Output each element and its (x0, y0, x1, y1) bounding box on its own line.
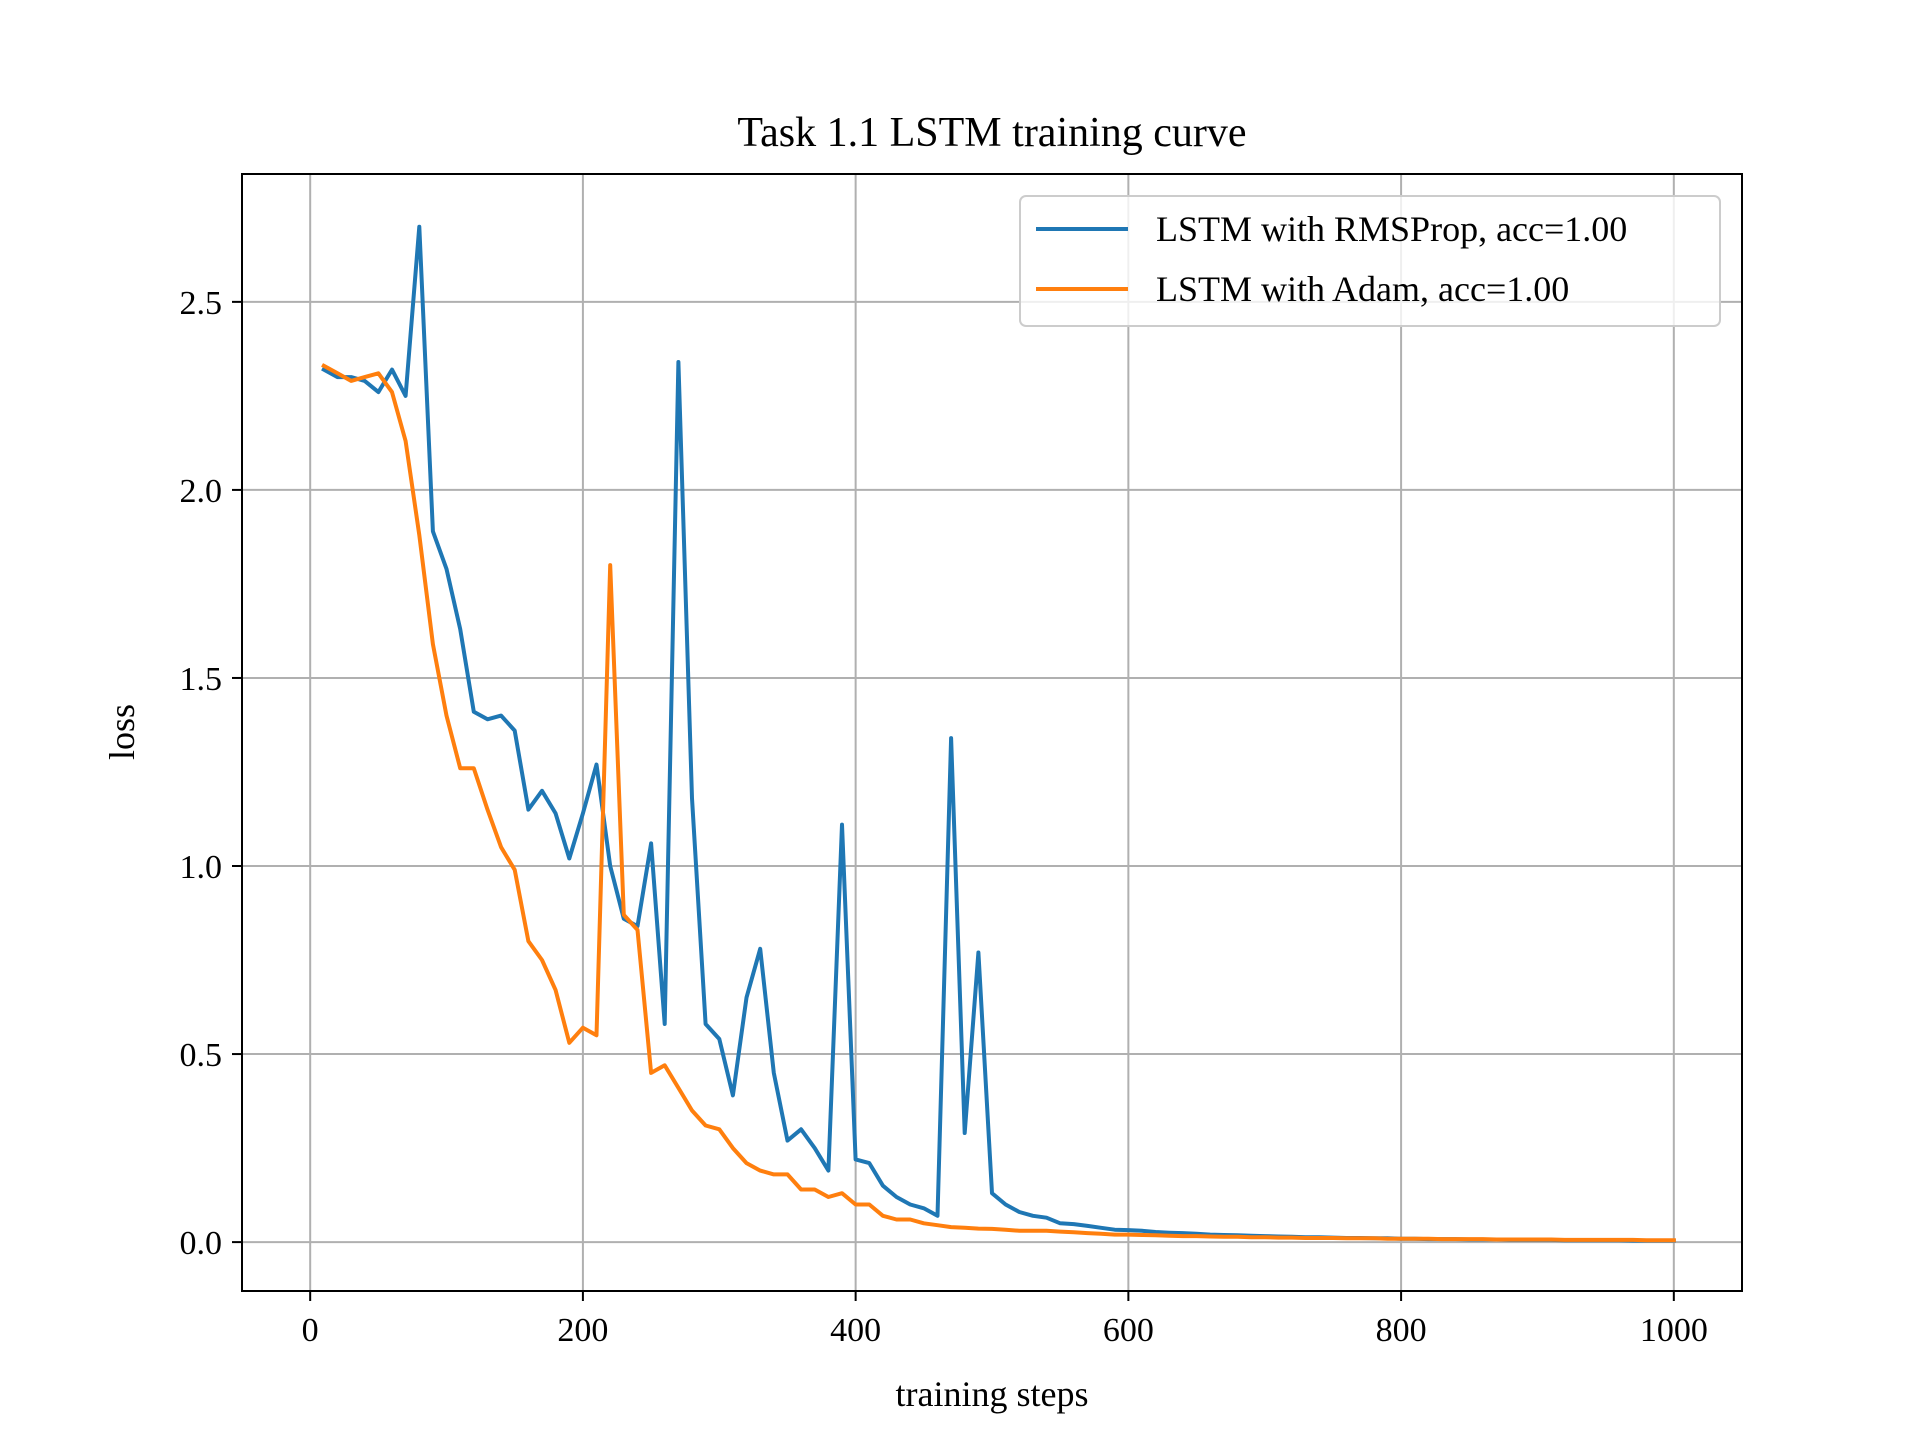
y-tick-label: 0.5 (180, 1037, 223, 1074)
series-line-2 (321, 363, 1676, 1243)
y-tick-label: 0.0 (180, 1225, 223, 1262)
chart-title: Task 1.1 LSTM training curve (737, 110, 1246, 156)
y-tick: 2.5 (180, 285, 242, 322)
x-tick-label: 1000 (1640, 1312, 1708, 1349)
x-tick: 800 (1376, 1291, 1427, 1349)
y-tick-label: 1.5 (180, 661, 223, 698)
legend-item: LSTM with RMSProp, acc=1.00 (1036, 209, 1627, 249)
x-tick-label: 600 (1103, 1312, 1154, 1349)
y-tick-label: 2.0 (180, 473, 223, 510)
y-axis: 0.0 0.5 1.0 1.5 2.0 2.5 (180, 285, 242, 1262)
legend-item: LSTM with Adam, acc=1.00 (1036, 269, 1569, 309)
x-axis: 0 200 400 600 800 1000 (302, 1291, 1708, 1349)
y-tick-label: 2.5 (180, 285, 223, 322)
grid (242, 174, 1742, 1291)
y-tick: 1.0 (180, 849, 242, 886)
y-tick: 0.0 (180, 1225, 242, 1262)
x-tick-label: 0 (302, 1312, 319, 1349)
x-tick: 400 (830, 1291, 881, 1349)
x-tick: 1000 (1640, 1291, 1708, 1349)
legend: LSTM with RMSProp, acc=1.00 LSTM with Ada… (1019, 195, 1721, 327)
x-tick-label: 400 (830, 1312, 881, 1349)
series-group (321, 224, 1676, 1243)
x-tick-label: 200 (557, 1312, 608, 1349)
y-tick: 2.0 (180, 473, 242, 510)
legend-box (1019, 195, 1721, 327)
x-tick-label: 800 (1376, 1312, 1427, 1349)
x-tick: 0 (302, 1291, 319, 1349)
legend-label: LSTM with RMSProp, acc=1.00 (1156, 209, 1627, 249)
y-tick-label: 1.0 (180, 849, 223, 886)
x-tick: 600 (1103, 1291, 1154, 1349)
legend-label: LSTM with Adam, acc=1.00 (1156, 269, 1569, 309)
y-axis-label: loss (102, 704, 142, 760)
plot-frame (241, 173, 1743, 1292)
y-tick: 1.5 (180, 661, 242, 698)
x-axis-label: training steps (896, 1374, 1089, 1414)
y-tick: 0.5 (180, 1037, 242, 1074)
x-tick: 200 (557, 1291, 608, 1349)
